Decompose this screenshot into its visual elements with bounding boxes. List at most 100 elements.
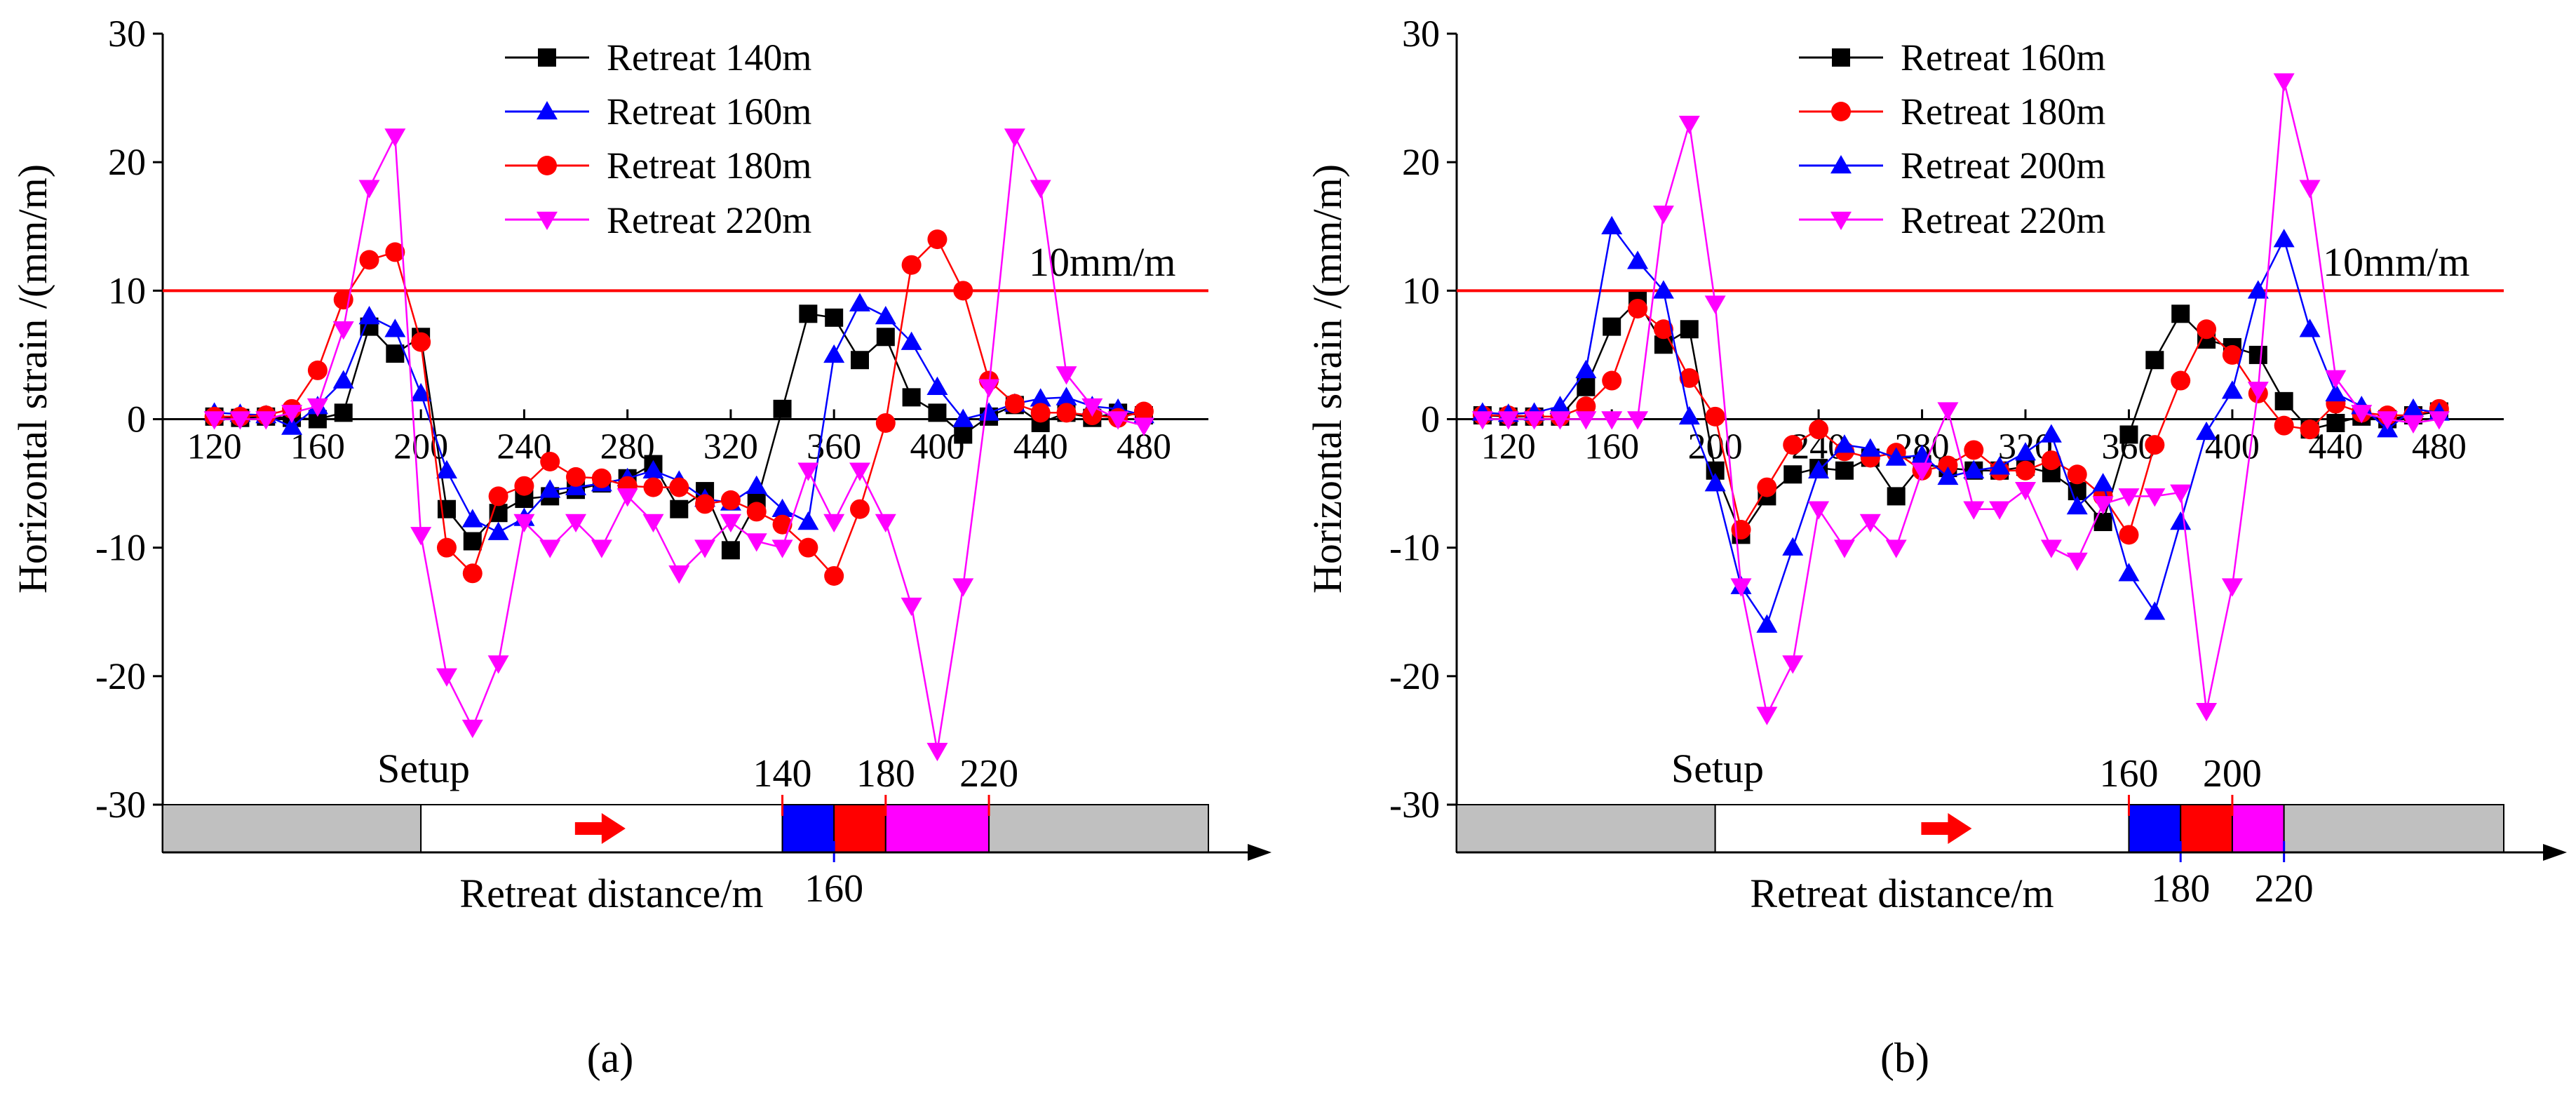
data-point-0 [1577,377,1596,396]
data-point-2 [1678,405,1700,425]
data-point-0 [954,425,973,444]
data-point-3 [875,514,896,533]
data-point-2 [1756,614,1778,633]
data-point-1 [2274,415,2294,436]
legend-label-0: Retreat 140m [607,36,811,79]
data-point-3 [1963,501,1985,520]
data-point-2 [540,451,560,471]
data-point-1 [1731,520,1751,540]
y-tick-label: 10 [1402,269,1440,311]
data-point-0 [2145,351,2164,370]
data-point-0 [1835,461,1854,480]
legend-label-0: Retreat 160m [1901,36,2105,79]
legend-marker-1 [537,101,558,120]
data-point-1 [358,305,380,325]
data-point-1 [2197,319,2217,340]
data-point-3 [1056,366,1077,385]
data-point-1 [746,475,767,494]
band-region [2180,804,2233,853]
data-point-2 [1782,537,1804,556]
data-point-2 [1549,396,1571,415]
data-point-1 [1653,319,1673,340]
data-point-2 [927,229,948,250]
y-axis-label: Horizontal strain /(mm/m) [1304,164,1350,594]
data-point-3 [1808,501,1830,520]
data-point-0 [2093,513,2112,532]
data-point-0 [2119,425,2138,444]
data-point-0 [721,541,740,560]
data-point-0 [773,399,792,418]
data-point-1 [978,402,1000,421]
data-point-3 [229,411,251,430]
band-region [833,804,886,853]
data-point-0 [2171,304,2190,323]
data-point-1 [281,416,303,435]
data-point-2 [2066,496,2088,515]
data-point-2 [385,242,405,262]
data-point-3 [2118,488,2140,507]
bottom-axis-arrow [1248,844,1272,861]
data-point-3 [668,565,690,584]
x-tick-label: 120 [187,427,242,467]
data-point-2 [514,476,534,496]
data-point-2 [462,563,483,584]
data-point-3 [720,514,741,533]
data-point-3 [539,539,561,558]
data-point-1 [332,370,354,389]
data-point-1 [926,376,948,395]
threshold-label: 10mm/m [2323,239,2469,285]
data-point-3 [926,742,948,762]
data-point-2 [566,467,586,487]
band-label-top: 180 [856,752,915,796]
data-point-2 [1056,403,1077,423]
x-tick-label: 440 [1013,427,1068,467]
data-point-1 [436,460,457,479]
data-point-3 [565,514,587,533]
y-tick-label: -10 [95,527,146,569]
data-point-3 [1549,411,1571,430]
data-point-3 [771,539,793,558]
data-point-1 [771,498,793,517]
data-point-0 [825,308,844,327]
data-point-3 [1575,411,1597,430]
band-label-top: 200 [2203,752,2262,796]
retreat-arrow [574,813,626,844]
data-point-3 [823,514,845,533]
x-tick-label: 480 [2412,427,2467,467]
data-point-3 [616,488,638,507]
data-point-3 [410,527,432,546]
band-label-top: 160 [2099,752,2158,796]
x-tick-label: 120 [1481,427,1536,467]
data-point-3 [2040,539,2062,558]
data-point-2 [901,255,922,275]
data-point-3 [1678,115,1700,135]
y-tick-label: 20 [108,141,146,183]
data-point-0 [851,351,869,370]
legend-marker-2 [1830,155,1852,174]
x-tick-label: 320 [703,427,758,467]
data-point-3 [513,514,535,533]
y-axis-label: Horizontal strain /(mm/m) [10,164,55,594]
data-point-2 [2402,398,2424,417]
data-point-1 [1783,435,1803,455]
data-point-3 [1471,411,1493,430]
data-point-0 [1887,487,1906,506]
data-point-3 [1704,295,1726,314]
legend-marker-1 [1831,102,1851,121]
data-point-3 [1911,462,1933,481]
legend-label-1: Retreat 160m [607,90,811,133]
y-tick-label: -30 [1389,784,1440,826]
retreat-arrow [1921,813,1972,844]
data-point-3 [332,321,354,340]
data-point-0 [2326,413,2345,432]
legend-marker-3 [537,211,558,230]
band-region [2231,804,2285,853]
data-point-1 [2041,450,2061,471]
data-point-3 [436,668,457,687]
data-point-3 [1627,411,1649,430]
data-point-1 [875,305,896,325]
data-point-2 [488,486,508,507]
data-point-0 [1680,320,1699,339]
band-region [2283,804,2504,853]
data-point-1 [849,293,870,311]
